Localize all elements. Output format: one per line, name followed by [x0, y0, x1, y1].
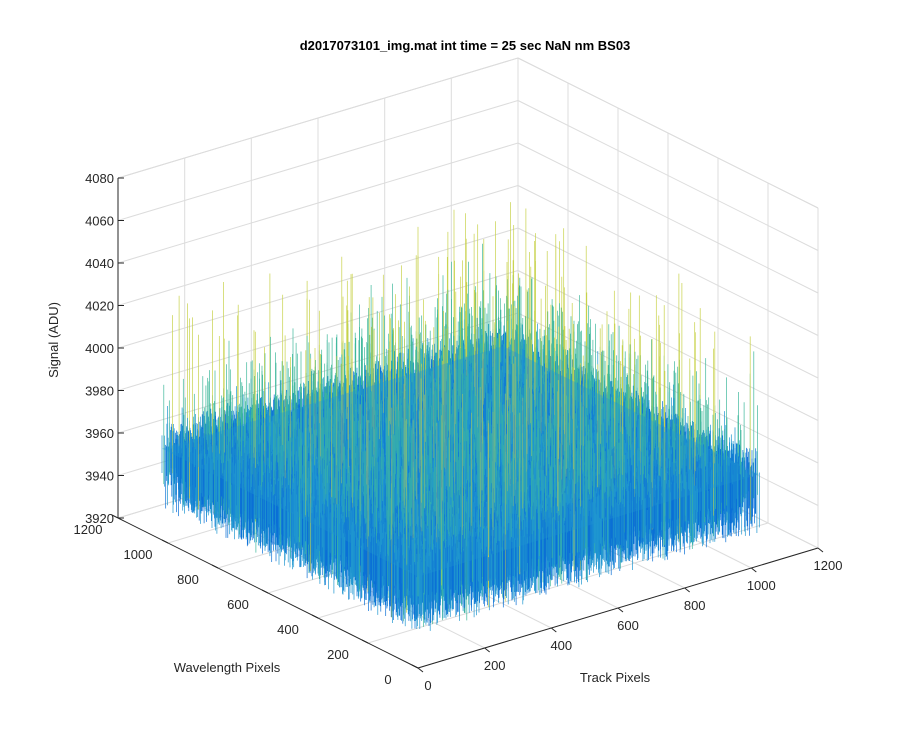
surface-plot-figure: 0200400600800100012000200400600800100012… [0, 0, 900, 750]
